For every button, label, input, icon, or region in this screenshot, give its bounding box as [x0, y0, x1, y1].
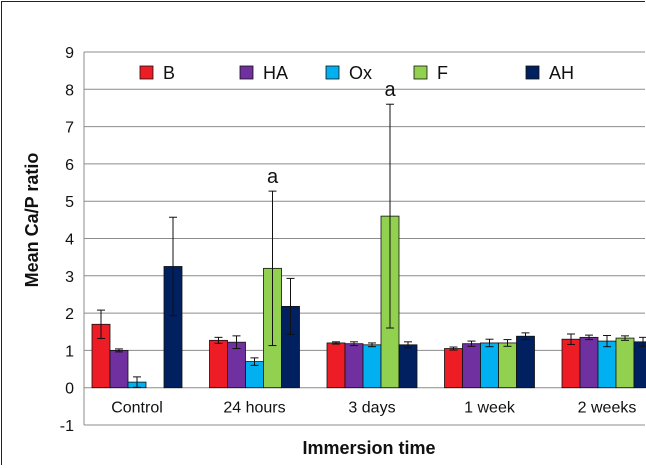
- y-tick-label: 1: [65, 343, 74, 360]
- x-tick-label: 2 weeks: [578, 400, 637, 417]
- y-tick-label: 3: [65, 269, 74, 286]
- legend-swatch: [525, 65, 540, 80]
- y-tick-label: 7: [65, 120, 74, 137]
- error-bar-b-2: [332, 341, 340, 345]
- bar-ha-3: [462, 343, 481, 389]
- error-bar-f-4: [621, 335, 629, 341]
- x-tick-label: 1 week: [464, 400, 516, 417]
- y-tick-label: 8: [65, 82, 74, 99]
- bar-ha-4: [579, 336, 599, 389]
- y-tick-label: -1: [60, 418, 74, 435]
- bar-f-4: [615, 337, 635, 389]
- bar-ox-2: [362, 344, 382, 389]
- bar-f-3: [498, 342, 517, 389]
- legend: B HA Ox F AH: [139, 63, 574, 83]
- bar-b-1: [209, 339, 228, 389]
- x-axis-label: Immersion time: [302, 438, 435, 458]
- error-bar-ha-3: [467, 340, 476, 347]
- annotations: aa: [267, 79, 397, 188]
- error-bar-ah-0: [169, 216, 177, 317]
- error-bar-ha-1: [232, 335, 241, 350]
- error-bar-ah-2: [404, 341, 412, 349]
- legend-label: AH: [549, 63, 574, 83]
- x-tick-label: Control: [111, 400, 163, 417]
- y-tick-label: 4: [65, 232, 74, 249]
- bar-b-2: [326, 342, 346, 389]
- y-axis-ticks: -1 0 1 2 3 4 5 6 7 8 9: [60, 45, 74, 435]
- legend-item-ha: HA: [239, 63, 288, 83]
- legend-label: B: [163, 63, 175, 83]
- y-tick-label: 2: [65, 306, 74, 323]
- error-bar-b-1: [214, 336, 223, 344]
- error-bar-ah-1: [286, 277, 295, 335]
- legend-item-ox: Ox: [325, 63, 372, 83]
- legend-label: Ox: [349, 63, 372, 83]
- bar-ah-2: [398, 344, 418, 389]
- bars: [91, 215, 646, 389]
- error-bar-ox-4: [603, 334, 611, 348]
- error-bar-ah-3: [521, 332, 530, 341]
- error-bar-b-0: [97, 309, 105, 339]
- bar-b-4: [561, 338, 581, 389]
- error-bar-ha-2: [350, 341, 358, 347]
- bar-ah-4: [633, 341, 646, 389]
- y-tick-label: 9: [65, 45, 74, 62]
- error-bar-ha-0: [115, 348, 123, 353]
- bar-ah-3: [516, 335, 535, 389]
- error-bar-ox-1: [250, 357, 259, 366]
- legend-label: F: [437, 63, 448, 83]
- error-bars: [97, 103, 646, 388]
- legend-swatch: [325, 65, 340, 80]
- error-bar-ox-2: [368, 342, 376, 348]
- bar-b-3: [444, 348, 463, 389]
- error-bar-ox-0: [133, 376, 141, 388]
- annotation-label: a: [267, 166, 279, 188]
- y-axis-label: Mean Ca/P ratio: [22, 153, 42, 288]
- error-bar-ox-3: [485, 338, 494, 348]
- bar-ha-2: [344, 343, 364, 389]
- error-bar-b-4: [567, 333, 575, 345]
- legend-swatch: [413, 65, 428, 80]
- legend-item-f: F: [413, 63, 448, 83]
- error-bar-f-1: [268, 190, 277, 347]
- legend-swatch: [139, 65, 154, 80]
- legend-label: HA: [263, 63, 288, 83]
- bar-ox-3: [480, 342, 499, 389]
- y-tick-label: 6: [65, 157, 74, 174]
- legend-item-b: B: [139, 63, 175, 83]
- error-bar-ha-4: [585, 334, 593, 341]
- legend-swatch: [239, 65, 254, 80]
- annotation-label: a: [384, 79, 396, 101]
- bar-ox-4: [597, 340, 617, 389]
- y-tick-label: 5: [65, 194, 74, 211]
- x-tick-label: 3 days: [348, 400, 395, 417]
- x-axis-ticks: Control 24 hours 3 days 1 week 2 weeks: [111, 400, 636, 417]
- bar-ha-0: [109, 349, 129, 389]
- error-bar-f-2: [386, 103, 394, 329]
- legend-item-ah: AH: [525, 63, 574, 83]
- error-bar-b-3: [449, 346, 458, 351]
- x-tick-label: 24 hours: [223, 400, 285, 417]
- error-bar-f-3: [503, 339, 512, 347]
- y-tick-label: 0: [65, 381, 74, 398]
